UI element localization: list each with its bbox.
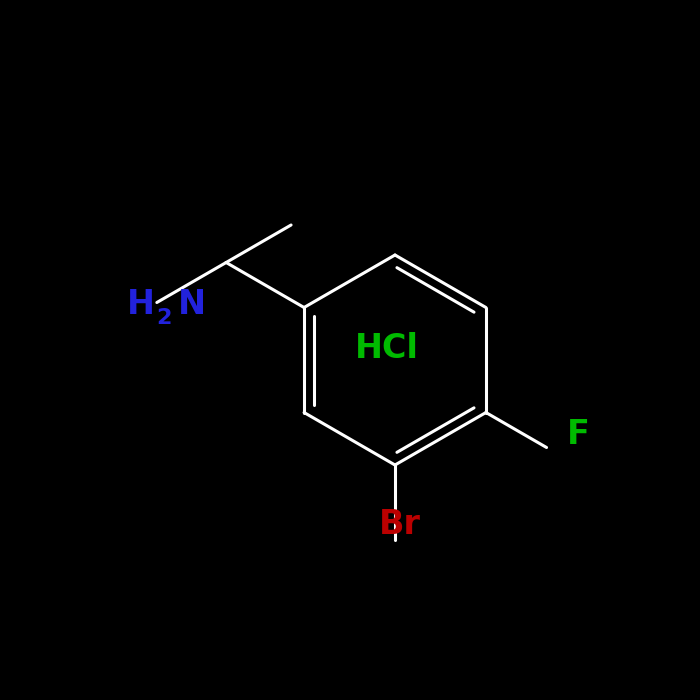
Text: 2: 2	[156, 308, 172, 328]
Text: F: F	[566, 419, 589, 452]
Text: N: N	[178, 288, 206, 321]
Text: HCl: HCl	[355, 332, 419, 365]
Text: Br: Br	[379, 508, 421, 542]
Text: H: H	[127, 288, 155, 321]
